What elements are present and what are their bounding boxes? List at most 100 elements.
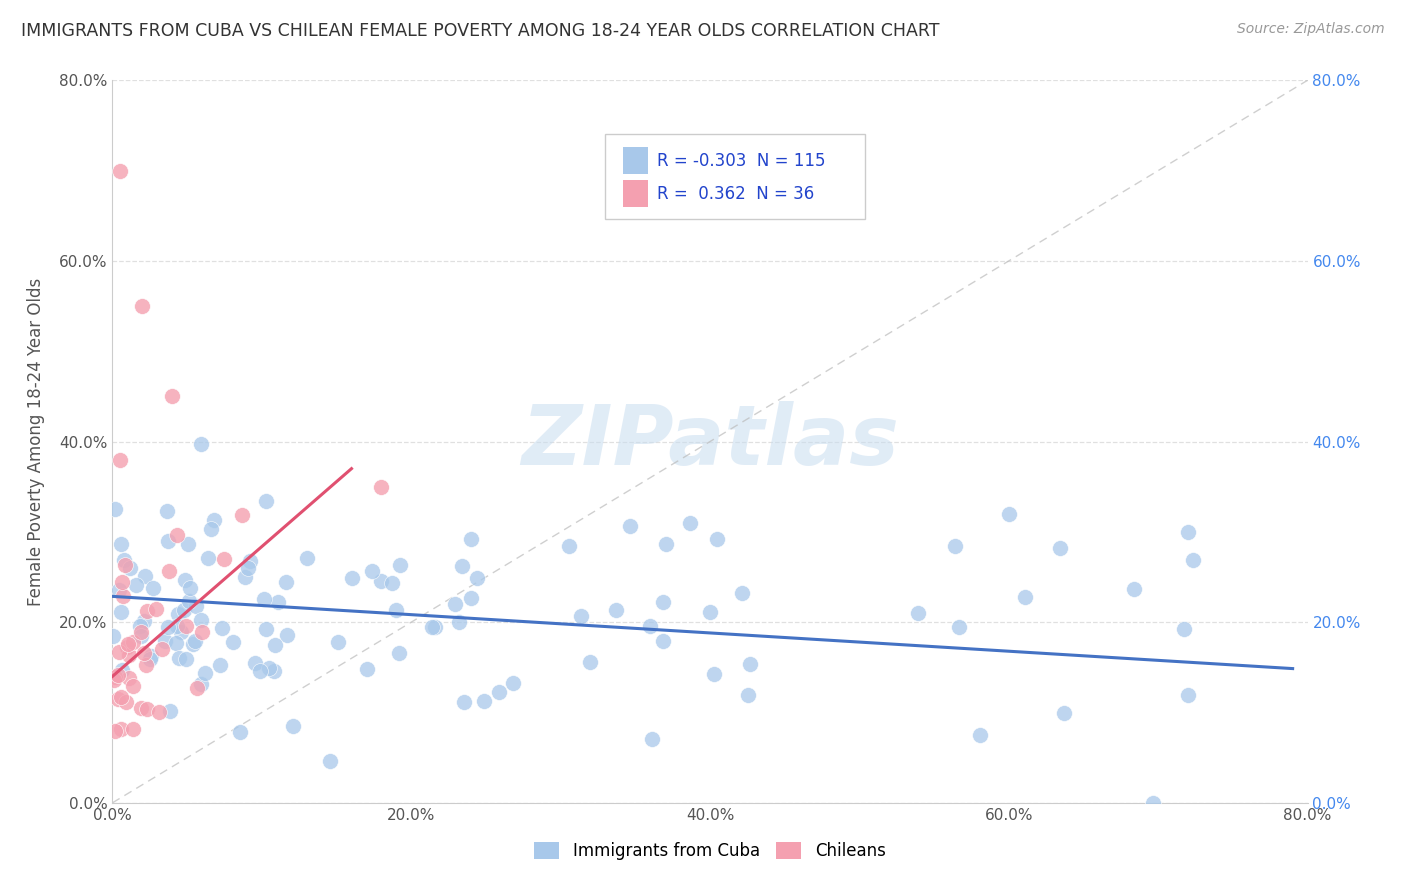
- Legend: Immigrants from Cuba, Chileans: Immigrants from Cuba, Chileans: [527, 835, 893, 867]
- Point: [619, 518, 641, 533]
- Point: [197, 550, 219, 565]
- Point: [263, 664, 285, 678]
- Point: [129, 701, 152, 715]
- Point: [110, 605, 132, 619]
- Point: [381, 575, 404, 590]
- Point: [472, 694, 495, 708]
- Point: [139, 649, 162, 664]
- Point: [233, 570, 256, 584]
- Point: [103, 673, 125, 687]
- Point: [134, 646, 156, 660]
- Point: [174, 619, 197, 633]
- Point: [326, 635, 349, 649]
- Point: [177, 594, 200, 608]
- Point: [110, 537, 132, 551]
- Point: [111, 663, 134, 677]
- Point: [253, 592, 276, 607]
- Point: [444, 597, 467, 611]
- Point: [132, 614, 155, 628]
- Point: [295, 551, 318, 566]
- Point: [104, 724, 127, 739]
- Text: Source: ZipAtlas.com: Source: ZipAtlas.com: [1237, 22, 1385, 37]
- Point: [267, 595, 290, 609]
- Point: [360, 564, 382, 578]
- Point: [460, 533, 482, 547]
- Point: [117, 637, 139, 651]
- Point: [641, 732, 664, 747]
- Point: [737, 688, 759, 702]
- Point: [731, 585, 754, 599]
- Point: [166, 619, 188, 633]
- Point: [118, 648, 141, 663]
- Point: [200, 522, 222, 536]
- Point: [1014, 590, 1036, 604]
- Point: [165, 636, 187, 650]
- Point: [142, 581, 165, 595]
- Point: [283, 719, 305, 733]
- Point: [943, 539, 966, 553]
- Point: [115, 695, 138, 709]
- Point: [186, 681, 208, 695]
- Point: [114, 558, 136, 573]
- Point: [243, 657, 266, 671]
- Point: [254, 493, 277, 508]
- Point: [239, 554, 262, 568]
- Point: [110, 690, 132, 704]
- Point: [388, 646, 411, 660]
- Point: [342, 571, 364, 585]
- Point: [153, 634, 176, 648]
- Point: [257, 661, 280, 675]
- Point: [907, 606, 929, 620]
- Point: [136, 604, 159, 618]
- Point: [167, 607, 190, 622]
- Point: [211, 621, 233, 635]
- Point: [460, 591, 482, 606]
- Point: [370, 480, 392, 494]
- Point: [118, 560, 141, 574]
- Point: [104, 501, 127, 516]
- Point: [125, 578, 148, 592]
- Point: [145, 602, 167, 616]
- Point: [139, 651, 162, 665]
- Point: [388, 558, 411, 573]
- Point: [356, 662, 378, 676]
- Point: [104, 670, 127, 684]
- Point: [652, 595, 675, 609]
- Point: [231, 508, 253, 522]
- Point: [167, 651, 190, 665]
- Point: [173, 573, 195, 587]
- Point: [108, 163, 131, 178]
- Point: [184, 634, 207, 648]
- Point: [121, 679, 143, 693]
- Point: [654, 537, 676, 551]
- Point: [111, 574, 134, 589]
- Point: [108, 452, 131, 467]
- Point: [118, 671, 141, 685]
- Point: [162, 389, 183, 403]
- Point: [135, 657, 157, 672]
- Point: [679, 516, 702, 530]
- Point: [150, 642, 173, 657]
- Text: R =  0.362  N = 36: R = 0.362 N = 36: [657, 185, 814, 202]
- Point: [110, 722, 132, 736]
- Point: [370, 574, 392, 588]
- Point: [194, 666, 217, 681]
- Point: [254, 622, 277, 636]
- Point: [264, 639, 287, 653]
- Point: [638, 618, 661, 632]
- Point: [1123, 582, 1146, 597]
- Point: [115, 640, 138, 654]
- Point: [214, 552, 236, 566]
- Point: [488, 684, 510, 698]
- Point: [129, 624, 152, 639]
- Point: [569, 608, 592, 623]
- Point: [1173, 622, 1195, 636]
- Point: [384, 603, 406, 617]
- Y-axis label: Female Poverty Among 18-24 Year Olds: Female Poverty Among 18-24 Year Olds: [27, 277, 45, 606]
- Point: [1049, 541, 1071, 555]
- Point: [107, 692, 129, 706]
- Point: [157, 534, 180, 549]
- Point: [208, 658, 231, 673]
- Text: IMMIGRANTS FROM CUBA VS CHILEAN FEMALE POVERTY AMONG 18-24 YEAR OLDS CORRELATION: IMMIGRANTS FROM CUBA VS CHILEAN FEMALE P…: [21, 22, 939, 40]
- Point: [107, 667, 129, 681]
